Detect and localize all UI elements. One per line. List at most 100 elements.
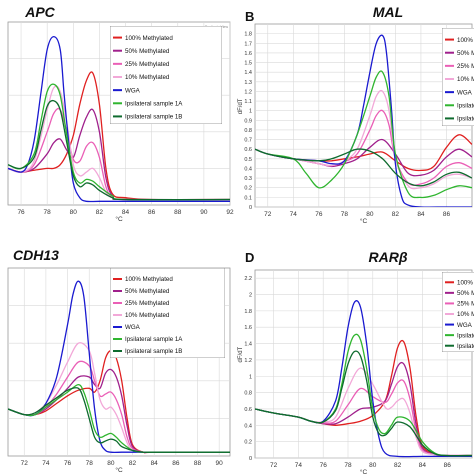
series-line — [8, 108, 230, 201]
y-tick-label: 0.6 — [244, 407, 252, 413]
x-tick-label: 78 — [44, 209, 52, 216]
series-line — [8, 350, 230, 454]
x-tick-label: 76 — [64, 460, 72, 467]
legend-label: 25% Methylated — [125, 300, 170, 307]
legend-label: 50% Methylated — [125, 288, 170, 295]
series-line — [8, 71, 230, 201]
series-line — [255, 70, 472, 199]
legend-label: Ipsilateral sample 1B — [125, 114, 182, 121]
legend-label: Ipsilateral sample 1B — [457, 116, 474, 123]
series-group — [8, 280, 230, 454]
legend-label: Ipsilateral sample 1B — [125, 348, 182, 355]
x-tick-label: 78 — [344, 462, 352, 469]
y-tick-label: 0.4 — [244, 423, 252, 429]
legend-label: 50% Methylated — [457, 290, 474, 297]
y-tick-label: 1.4 — [244, 70, 252, 76]
x-tick-label: 80 — [366, 211, 374, 218]
x-tick-label: 80 — [107, 460, 115, 467]
legend-label: WGA — [457, 322, 473, 329]
legend-label: 100% Methylated — [125, 35, 173, 42]
x-tick-label: 72 — [21, 460, 29, 467]
y-tick-label: 1.5 — [244, 61, 252, 67]
y-tick-label: 1.2 — [244, 358, 252, 364]
series-line — [8, 83, 230, 201]
legend-box — [110, 268, 225, 358]
x-axis-label: °C — [360, 468, 368, 474]
x-tick-label: 86 — [444, 462, 452, 469]
x-tick-label: 72 — [264, 211, 272, 218]
x-tick-label: 76 — [17, 209, 25, 216]
series-line — [8, 35, 230, 203]
legend-label: WGA — [125, 324, 141, 331]
legend-label: Ipsilateral sample 1A — [457, 102, 474, 109]
y-tick-label: 0 — [249, 205, 252, 211]
legend-label: WGA — [125, 87, 141, 94]
y-tick-label: 0.9 — [244, 118, 252, 124]
y-tick-label: 1.8 — [244, 32, 252, 38]
x-tick-label: 86 — [172, 460, 180, 467]
x-tick-label: 74 — [290, 211, 298, 218]
x-tick-label: 78 — [341, 211, 349, 218]
x-tick-label: 86 — [443, 211, 451, 218]
chart-title: APC — [24, 4, 55, 20]
panel-2: 72 74 76 78 80 82 84 86 °C 0 0.1 0.2 0.3 0.4 0.5 0.6 0.7… — [238, 4, 474, 225]
y-tick-label: 1.2 — [244, 89, 252, 95]
x-tick-label: 80 — [70, 209, 78, 216]
chart-title: RARβ — [368, 249, 407, 265]
legend: 100% Methylated 50% Methylated 25% Methyla… — [442, 272, 474, 352]
y-tick-label: 1.8 — [244, 309, 252, 315]
legend-label: 10% Methylated — [457, 76, 474, 83]
y-tick-label: 2.2 — [244, 276, 252, 282]
x-tick-label: 82 — [392, 211, 400, 218]
legend-label: Ipsilateral sample 1A — [125, 100, 183, 107]
legend-label: Ipsilateral sample 1A — [125, 336, 183, 343]
x-tick-label: 88 — [174, 209, 182, 216]
legend-label: 10% Methylated — [125, 312, 170, 319]
panel-letter: D — [245, 250, 254, 265]
y-axis-label: dF/dT — [238, 346, 244, 362]
x-tick-label: 84 — [417, 211, 425, 218]
x-tick-label: 92 — [226, 209, 234, 216]
series-group — [255, 300, 472, 458]
series-group — [255, 34, 472, 207]
series-line — [8, 368, 230, 454]
y-tick-label: 1.3 — [244, 80, 252, 86]
x-tick-label: 74 — [42, 460, 50, 467]
panel-4: 72 74 76 78 80 82 84 86 °C 0 0.2 0.4 0.6 0.8 1 1.2 1.4 1.… — [238, 249, 474, 474]
y-tick-label: 1.4 — [244, 342, 252, 348]
y-tick-label: 0.8 — [244, 391, 252, 397]
legend: 100% Methylated 50% Methylated 25% Methyla… — [110, 26, 222, 124]
legend-label: 50% Methylated — [457, 50, 474, 57]
y-tick-label: 0.4 — [244, 166, 252, 172]
legend-box — [110, 26, 222, 124]
series-line — [8, 280, 230, 454]
y-tick-label: 0.1 — [244, 195, 252, 201]
series-line — [8, 99, 230, 201]
panel-letter: B — [245, 9, 254, 24]
x-tick-label: 76 — [320, 462, 328, 469]
x-tick-label: 90 — [216, 460, 224, 467]
x-axis-label: °C — [115, 215, 123, 223]
y-tick-label: 2 — [249, 293, 252, 299]
legend-label: Ipsilateral sample 1B — [457, 343, 474, 350]
series-line — [255, 350, 472, 457]
legend-label: Ipsilateral sample 1A — [457, 332, 474, 339]
legend: 100% Methylated 50% Methylated 25% Methyla… — [110, 268, 225, 358]
y-tick-label: 0.5 — [244, 157, 252, 163]
y-tick-label: 0.8 — [244, 128, 252, 134]
x-tick-label: 72 — [270, 462, 278, 469]
y-tick-label: 0.6 — [244, 147, 252, 153]
x-tick-label: 84 — [419, 462, 427, 469]
x-tick-label: 86 — [148, 209, 156, 216]
series-line — [255, 148, 472, 187]
series-line — [8, 387, 230, 454]
y-tick-label: 0.3 — [244, 176, 252, 182]
x-tick-label: 90 — [200, 209, 208, 216]
legend-label: 10% Methylated — [457, 311, 474, 318]
legend-label: 25% Methylated — [457, 63, 474, 70]
x-tick-label: 82 — [394, 462, 402, 469]
legend-box — [442, 272, 474, 352]
x-tick-label: 88 — [194, 460, 202, 467]
legend-label: 25% Methylated — [457, 301, 474, 308]
